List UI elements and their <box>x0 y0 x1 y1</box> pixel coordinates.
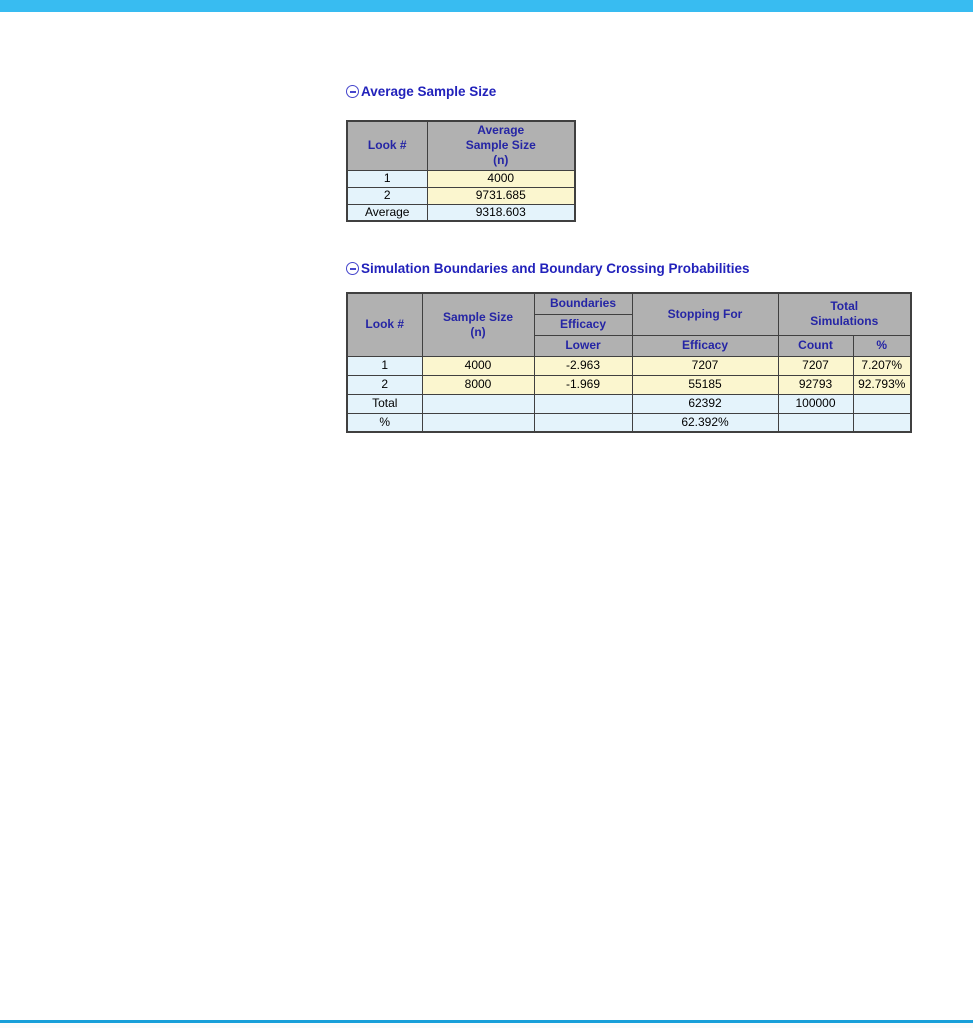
look-cell: Total <box>346 393 423 414</box>
look-cell: 1 <box>346 169 428 188</box>
sample-size-cell: 4000 <box>421 355 535 376</box>
stopping-efficacy-cell: 62392 <box>631 393 779 414</box>
pct-cell: 92.793% <box>852 374 912 395</box>
lower-boundary-cell <box>533 393 633 414</box>
look-cell: % <box>346 412 423 433</box>
sample-size-cell <box>421 412 535 433</box>
table-row: Total 62392 100000 <box>346 393 912 414</box>
avg-sample-size-cell: 4000 <box>426 169 576 188</box>
pct-cell <box>852 412 912 433</box>
look-cell: Average <box>346 203 428 222</box>
column-header-stopping-efficacy: Efficacy <box>631 334 779 357</box>
column-header-total-simulations: Total Simulations <box>777 292 912 336</box>
pct-cell <box>852 393 912 414</box>
sample-size-cell: 8000 <box>421 374 535 395</box>
bottom-accent-line <box>0 1020 973 1023</box>
bottom-margin-area <box>0 1023 973 1028</box>
table-row: 2 9731.685 <box>346 186 576 205</box>
collapse-minus-icon[interactable] <box>346 85 359 98</box>
sample-size-cell <box>421 393 535 414</box>
avg-sample-size-cell: 9731.685 <box>426 186 576 205</box>
section-header-simulation-boundaries: Simulation Boundaries and Boundary Cross… <box>346 261 750 276</box>
lower-boundary-cell: -2.963 <box>533 355 633 376</box>
lower-boundary-cell <box>533 412 633 433</box>
look-cell: 2 <box>346 374 423 395</box>
count-cell: 92793 <box>777 374 854 395</box>
count-cell: 100000 <box>777 393 854 414</box>
simulation-boundaries-table: Look # Sample Size (n) Boundaries Stoppi… <box>346 292 912 433</box>
section-title-label: Average Sample Size <box>361 84 497 99</box>
column-header-pct: % <box>852 334 912 357</box>
table-row: 1 4000 <box>346 169 576 188</box>
collapse-minus-icon[interactable] <box>346 262 359 275</box>
column-header-stopping-for: Stopping For <box>631 292 779 336</box>
header-row: Efficacy <box>347 313 911 336</box>
table-row: 1 4000 -2.963 7207 7207 7.207% <box>346 355 912 376</box>
pct-cell: 7.207% <box>852 355 912 376</box>
count-cell: 7207 <box>777 355 854 376</box>
column-header-look: Look # <box>346 292 423 357</box>
top-accent-bar <box>0 0 973 12</box>
stopping-efficacy-cell: 55185 <box>631 374 779 395</box>
average-sample-size-table: Look # Average Sample Size (n) 1 4000 2 … <box>346 120 576 222</box>
column-header-count: Count <box>777 334 854 357</box>
look-cell: 1 <box>346 355 423 376</box>
table-row: % 62.392% <box>346 412 912 433</box>
header-row: Look # Sample Size (n) Boundaries Stoppi… <box>346 292 912 357</box>
avg-sample-size-cell: 9318.603 <box>426 203 576 222</box>
column-header-avg-sample-size: Average Sample Size (n) <box>426 120 576 171</box>
header-row: Look # Average Sample Size (n) <box>346 120 576 171</box>
table-row: 2 8000 -1.969 55185 92793 92.793% <box>346 374 912 395</box>
lower-boundary-cell: -1.969 <box>533 374 633 395</box>
stopping-efficacy-cell: 7207 <box>631 355 779 376</box>
table-row: Average 9318.603 <box>346 203 576 222</box>
stopping-efficacy-cell: 62.392% <box>631 412 779 433</box>
count-cell <box>777 412 854 433</box>
column-header-boundaries-efficacy: Efficacy <box>533 313 633 336</box>
column-header-look: Look # <box>346 120 428 171</box>
column-header-boundaries: Boundaries <box>533 292 633 315</box>
section-title-label: Simulation Boundaries and Boundary Cross… <box>361 261 750 276</box>
column-header-lower: Lower <box>533 334 633 357</box>
section-header-average-sample-size: Average Sample Size <box>346 84 496 99</box>
column-header-sample-size: Sample Size (n) <box>421 292 535 357</box>
header-row: Lower Efficacy Count % <box>347 334 912 357</box>
look-cell: 2 <box>346 186 428 205</box>
